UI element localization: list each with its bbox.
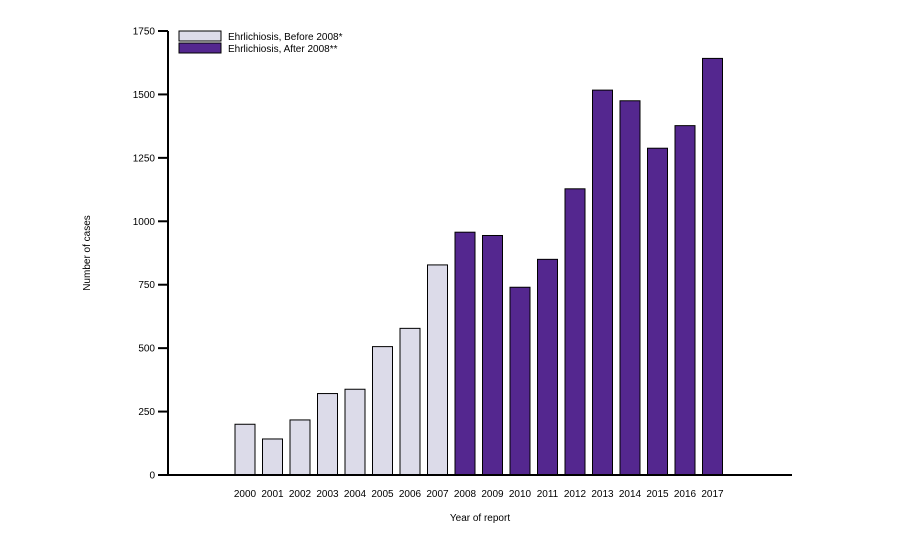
bar-2001 [262, 438, 283, 476]
bar-2013 [592, 89, 613, 476]
bar-2017 [702, 57, 723, 476]
x-tick-label-2005: 2005 [371, 489, 394, 500]
bar-2000 [234, 423, 256, 476]
bar-2007 [427, 264, 448, 476]
x-tick-label-2006: 2006 [399, 489, 422, 500]
legend: Ehrlichiosis, Before 2008* Ehrlichiosis,… [178, 30, 343, 55]
bar-2009 [482, 234, 503, 476]
x-tick-label-2008: 2008 [454, 489, 477, 500]
bar-2016 [674, 125, 696, 476]
legend-label-after-2008: Ehrlichiosis, After 2008** [228, 44, 338, 55]
x-tick-label-2010: 2010 [509, 489, 532, 500]
x-tick-label-2001: 2001 [261, 489, 284, 500]
legend-swatch-after-2008 [178, 42, 222, 54]
bar-2006 [399, 327, 421, 476]
bar-2002 [289, 419, 311, 476]
bars-layer [234, 57, 723, 476]
legend-label-before-2008: Ehrlichiosis, Before 2008* [228, 32, 343, 43]
x-tick-label-2002: 2002 [289, 489, 312, 500]
y-tick-label-1250: 1250 [133, 153, 156, 164]
bar-2003 [317, 393, 338, 476]
x-tick-label-2015: 2015 [646, 489, 669, 500]
x-axis-label: Year of report [450, 513, 510, 524]
bar-2008 [454, 231, 476, 476]
y-tick-label-500: 500 [138, 344, 155, 355]
y-tick-label-750: 750 [138, 280, 155, 291]
axes-layer: 2000 2001 2002 2003 2004 2005 2006 2007 2008 2009… [133, 27, 792, 500]
x-tick-label-2000: 2000 [234, 489, 257, 500]
bar-2005 [372, 346, 393, 476]
y-tick-label-1750: 1750 [133, 27, 156, 38]
y-axis-label: Number of cases [82, 215, 93, 291]
x-tick-label-2017: 2017 [701, 489, 724, 500]
x-tick-label-2013: 2013 [591, 489, 614, 500]
y-tick-label-1500: 1500 [133, 90, 156, 101]
x-tick-label-2004: 2004 [344, 489, 367, 500]
x-tick-label-2011: 2011 [537, 489, 559, 500]
y-tick-label-1000: 1000 [133, 217, 156, 228]
bar-2014 [619, 100, 641, 476]
x-tick-label-2012: 2012 [564, 489, 587, 500]
x-tick-label-2003: 2003 [316, 489, 339, 500]
bar-2012 [564, 188, 586, 476]
bar-2010 [509, 286, 531, 476]
y-tick-label-0: 0 [149, 471, 155, 482]
x-tick-label-2009: 2009 [481, 489, 504, 500]
legend-swatch-before-2008 [178, 30, 222, 42]
x-tick-label-2016: 2016 [674, 489, 697, 500]
bar-2015 [647, 147, 668, 476]
bar-2004 [344, 388, 366, 476]
x-tick-label-2014: 2014 [619, 489, 642, 500]
x-tick-label-2007: 2007 [426, 489, 449, 500]
bar-2011 [537, 258, 558, 476]
y-tick-label-250: 250 [138, 407, 155, 418]
